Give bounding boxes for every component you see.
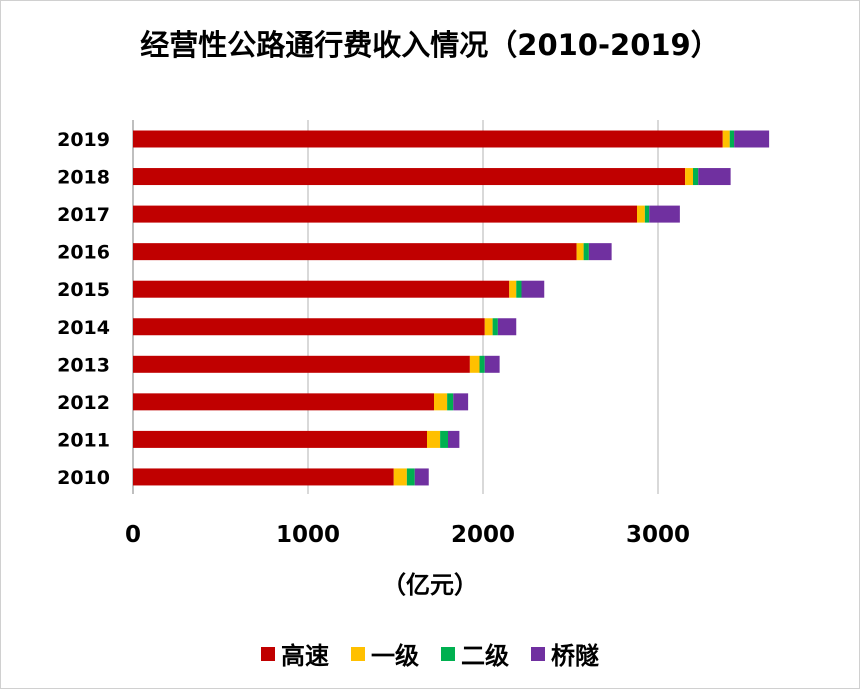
bar-segment-2016-一级	[576, 243, 584, 261]
bar-segment-2015-二级	[516, 280, 522, 298]
bar-segment-2014-二级	[492, 318, 498, 336]
bar-segment-2014-高速	[133, 318, 485, 336]
legend-swatch	[351, 646, 365, 661]
bar-segment-2017-一级	[637, 205, 645, 223]
bar-segment-2017-二级	[644, 205, 650, 223]
bar-segment-2018-高速	[133, 168, 686, 186]
x-tick-label: 1000	[276, 522, 340, 548]
legend-swatch	[441, 646, 455, 661]
y-tick-label: 2015	[57, 279, 110, 301]
bar-segment-2016-桥隧	[588, 243, 612, 261]
bar-segment-2010-桥隧	[414, 468, 429, 486]
y-tick-label: 2012	[57, 392, 110, 414]
y-tick-label: 2017	[57, 204, 110, 226]
legend: 高速 一级 二级 桥隧	[0, 636, 860, 671]
y-tick-label: 2011	[57, 429, 110, 451]
y-tick-label: 2010	[57, 467, 110, 489]
bar-segment-2017-桥隧	[649, 205, 680, 223]
bar-segment-2017-高速	[133, 205, 637, 223]
y-tick-label: 2016	[57, 242, 110, 264]
legend-label: 二级	[461, 642, 509, 670]
legend-swatch	[531, 646, 545, 661]
bar-segment-2011-二级	[440, 430, 448, 448]
bar-segment-2019-一级	[722, 130, 730, 148]
bar-segment-2012-高速	[133, 393, 434, 411]
bar-segment-2014-一级	[484, 318, 493, 336]
bar-segment-2018-一级	[685, 168, 693, 186]
x-tick-label: 2000	[451, 522, 515, 548]
bar-segment-2010-高速	[133, 468, 394, 486]
y-tick-label: 2013	[57, 354, 110, 376]
bar-segment-2016-高速	[133, 243, 577, 261]
x-tick-label: 0	[125, 522, 141, 548]
chart-title: 经营性公路通行费收入情况（2010-2019）	[140, 28, 720, 62]
bar-segment-2015-高速	[133, 280, 510, 298]
x-axis-label: （亿元）	[382, 571, 478, 599]
bar-segment-2012-二级	[447, 393, 454, 411]
y-tick-label: 2019	[57, 129, 110, 151]
bar-segment-2019-高速	[133, 130, 723, 148]
x-tick-label: 3000	[626, 522, 690, 548]
bar-segment-2015-桥隧	[521, 280, 545, 298]
bar-segment-2018-二级	[693, 168, 699, 186]
bar-segment-2019-二级	[729, 130, 735, 148]
bar-segment-2016-二级	[583, 243, 589, 261]
legend-item: 一级	[351, 636, 419, 671]
bar-segment-2013-高速	[133, 355, 470, 373]
y-tick-label: 2014	[57, 317, 110, 339]
y-tick-label: 2018	[57, 167, 110, 189]
legend-label: 高速	[281, 642, 329, 670]
legend-label: 一级	[371, 642, 419, 670]
legend-item: 高速	[261, 636, 329, 671]
legend-item: 二级	[441, 636, 509, 671]
bar-segment-2014-桥隧	[497, 318, 517, 336]
legend-label: 桥隧	[551, 642, 599, 670]
bar-segment-2015-一级	[509, 280, 517, 298]
bar-segment-2013-桥隧	[484, 355, 500, 373]
bar-segment-2010-二级	[406, 468, 415, 486]
legend-item: 桥隧	[531, 636, 599, 671]
bar-segment-2013-二级	[479, 355, 485, 373]
bar-segment-2013-一级	[469, 355, 480, 373]
bar-segment-2011-高速	[133, 430, 427, 448]
bar-segment-2010-一级	[393, 468, 407, 486]
bar-segment-2012-一级	[434, 393, 448, 411]
legend-swatch	[261, 646, 275, 661]
bar-segment-2011-一级	[427, 430, 441, 448]
bar-segment-2011-桥隧	[448, 430, 460, 448]
bar-segment-2019-桥隧	[734, 130, 770, 148]
bar-segment-2018-桥隧	[698, 168, 731, 186]
bar-segment-2012-桥隧	[453, 393, 469, 411]
